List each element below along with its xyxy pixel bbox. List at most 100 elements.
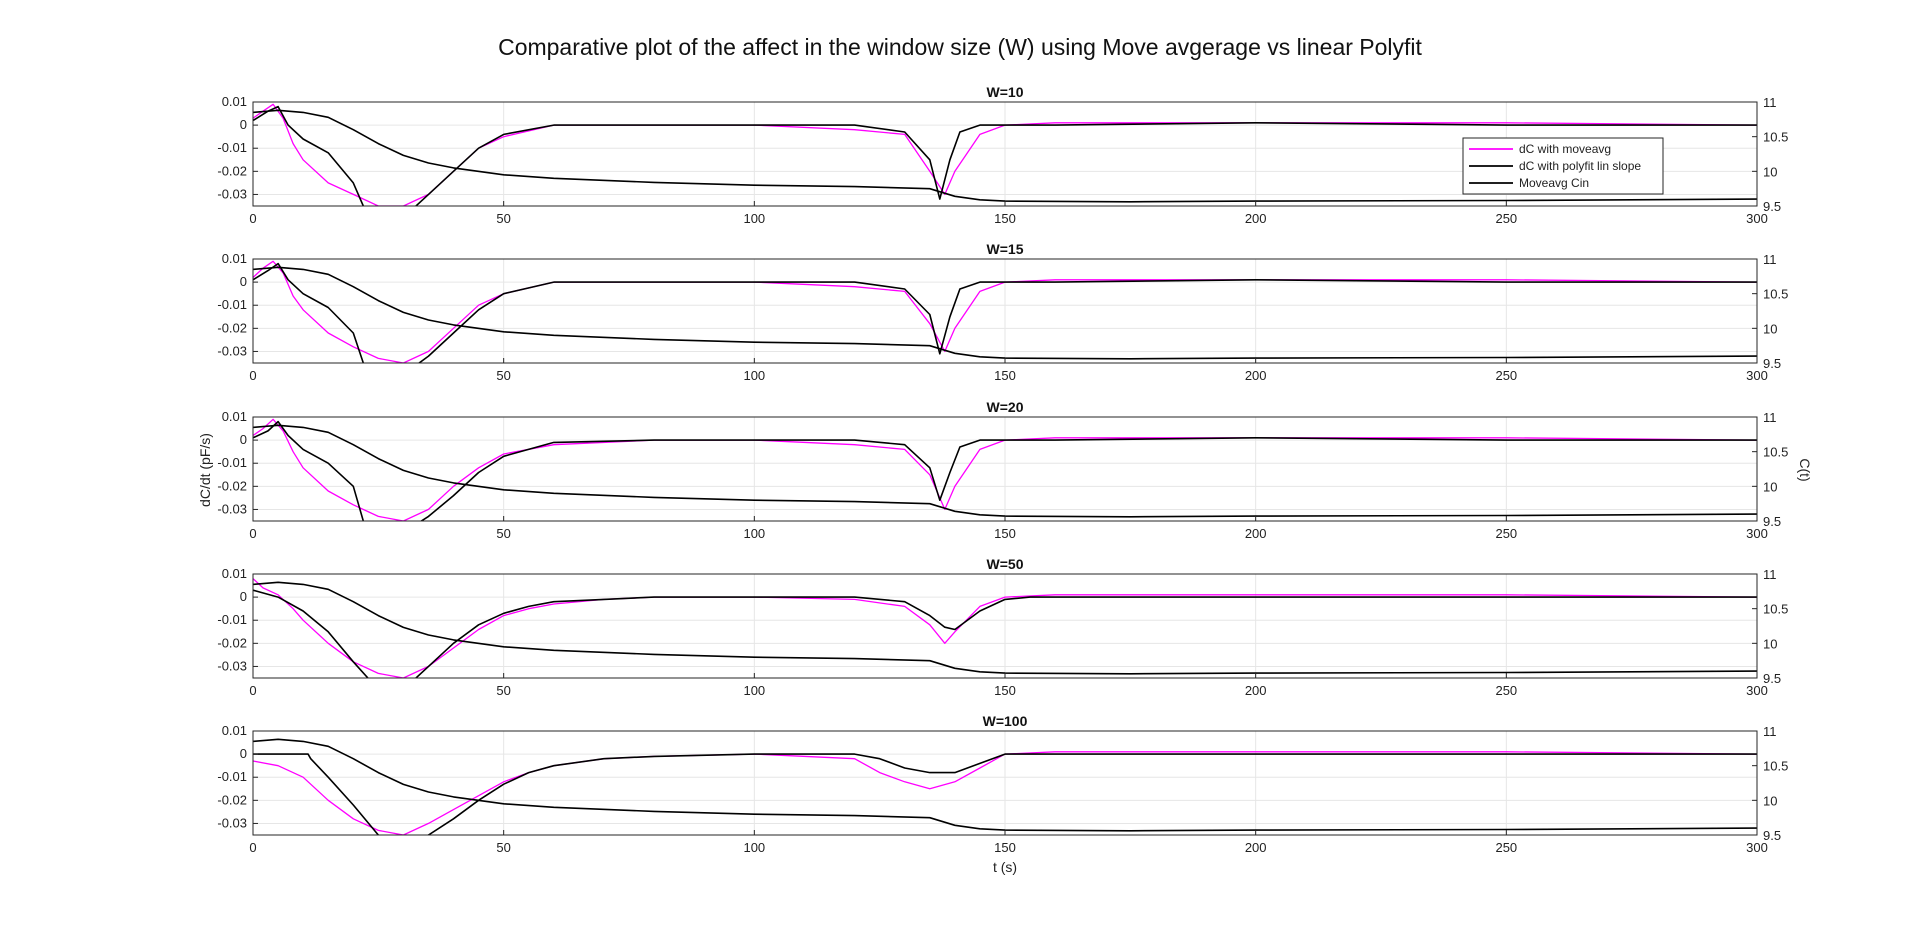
- x-tick-label: 200: [1245, 683, 1267, 698]
- series-line-polyfit: [253, 753, 1757, 835]
- y-tick-label-right: 9.5: [1763, 828, 1781, 843]
- y-tick-label-left: -0.02: [217, 635, 247, 650]
- panel-title: W=50: [987, 556, 1024, 572]
- series-line-cin: [253, 266, 1757, 360]
- x-tick-label: 150: [994, 368, 1016, 383]
- y-axis-label-right: C(t): [1797, 458, 1813, 481]
- series-line-polyfit: [253, 589, 1757, 678]
- x-tick-label: 300: [1746, 368, 1768, 383]
- x-tick-label: 150: [994, 526, 1016, 541]
- y-tick-label-right: 11: [1763, 724, 1777, 739]
- y-tick-label-right: 11: [1763, 567, 1777, 582]
- y-tick-label-right: 11: [1763, 95, 1777, 110]
- x-tick-label: 200: [1245, 526, 1267, 541]
- y-tick-label-right: 9.5: [1763, 199, 1781, 214]
- legend-label: dC with moveavg: [1519, 142, 1611, 156]
- y-tick-label-left: -0.02: [217, 163, 247, 178]
- y-tick-label-right: 10.5: [1763, 602, 1788, 617]
- x-tick-label: 100: [743, 840, 765, 855]
- series-line-polyfit: [253, 262, 1757, 363]
- x-tick-label: 150: [994, 211, 1016, 226]
- series-line-polyfit: [253, 420, 1757, 521]
- x-tick-label: 100: [743, 368, 765, 383]
- y-tick-label-right: 11: [1763, 410, 1777, 425]
- x-tick-label: 300: [1746, 683, 1768, 698]
- y-tick-label-right: 10: [1763, 164, 1777, 179]
- y-tick-label-right: 10: [1763, 479, 1777, 494]
- y-tick-label-right: 10.5: [1763, 130, 1788, 145]
- series-line-moveavg: [253, 578, 1757, 678]
- y-tick-label-left: -0.02: [217, 478, 247, 493]
- x-tick-label: 100: [743, 683, 765, 698]
- panels: W=100 50 100 150 200 250 3000.010-0.01-0.02-0.…: [217, 84, 1788, 855]
- y-tick-label-left: -0.03: [217, 815, 247, 830]
- x-tick-label: 0: [249, 683, 256, 698]
- series-group: [253, 418, 1757, 521]
- y-tick-label-left: 0: [240, 117, 247, 132]
- y-tick-label-left: 0: [240, 274, 247, 289]
- y-tick-label-right: 9.5: [1763, 356, 1781, 371]
- series-line-cin: [253, 424, 1757, 518]
- legend: dC with moveavg dC with polyfit lin slope…: [1462, 137, 1664, 195]
- series-line-moveavg: [253, 103, 1757, 206]
- y-tick-label-left: -0.03: [217, 501, 247, 516]
- x-tick-label: 100: [743, 211, 765, 226]
- y-tick-label-right: 10.5: [1763, 287, 1788, 302]
- y-tick-label-left: -0.01: [217, 612, 247, 627]
- x-tick-label: 250: [1495, 211, 1517, 226]
- x-tick-label: 50: [496, 368, 510, 383]
- x-tick-label: 50: [496, 526, 510, 541]
- series-group: [253, 738, 1757, 835]
- x-tick-label: 200: [1245, 840, 1267, 855]
- y-tick-label-left: 0.01: [222, 723, 247, 738]
- series-line-cin: [253, 738, 1757, 832]
- x-tick-label: 200: [1245, 368, 1267, 383]
- x-tick-label: 250: [1495, 840, 1517, 855]
- y-tick-label-right: 11: [1763, 252, 1777, 267]
- series-line-cin: [253, 109, 1757, 203]
- panel-15: W=15 0 50 100 150 200 250 300 0.01 0 -0.01 -0.02 -0.…: [217, 241, 1788, 383]
- y-tick-label-left: -0.03: [217, 343, 247, 358]
- y-tick-label-left: 0.01: [222, 566, 247, 581]
- x-tick-label: 250: [1495, 368, 1517, 383]
- x-tick-label: 300: [1746, 526, 1768, 541]
- panel-20: W=20 0 50 100 150 200 250 300 0.01 0 -0.01 -0.02 -0.…: [217, 399, 1788, 541]
- y-tick-label-right: 10: [1763, 793, 1777, 808]
- y-tick-label-left: -0.02: [217, 792, 247, 807]
- series-group: [253, 260, 1757, 363]
- y-tick-label-left: -0.01: [217, 455, 247, 470]
- y-tick-label-left: 0: [240, 589, 247, 604]
- panel-title: W=10: [987, 84, 1024, 100]
- y-tick-label-right: 10.5: [1763, 445, 1788, 460]
- y-tick-label-right: 9.5: [1763, 671, 1781, 686]
- y-tick-label-left: 0: [240, 746, 247, 761]
- x-tick-label: 150: [994, 683, 1016, 698]
- panel-title: W=100: [983, 713, 1028, 729]
- y-tick-label-left: -0.01: [217, 140, 247, 155]
- x-tick-label: 150: [994, 840, 1016, 855]
- x-tick-label: 250: [1495, 526, 1517, 541]
- x-tick-label: 100: [743, 526, 765, 541]
- y-tick-label-left: -0.02: [217, 320, 247, 335]
- series-group: [253, 103, 1757, 206]
- panel-50: W=50 0 50 100 150 200 250 300 0.01 0 -0.01 -0.02 -0.…: [217, 556, 1788, 698]
- y-tick-label-left: 0.01: [222, 94, 247, 109]
- y-tick-label-right: 10: [1763, 636, 1777, 651]
- y-tick-label-left: 0.01: [222, 409, 247, 424]
- series-line-polyfit: [253, 105, 1757, 206]
- y-tick-label-left: -0.03: [217, 186, 247, 201]
- x-tick-label: 300: [1746, 211, 1768, 226]
- y-axis-label-left: dC/dt (pF/s): [197, 433, 213, 507]
- panel-title: W=15: [987, 241, 1024, 257]
- x-tick-label: 0: [249, 211, 256, 226]
- legend-label: dC with polyfit lin slope: [1519, 159, 1641, 173]
- y-tick-label-left: -0.01: [217, 297, 247, 312]
- figure-title: Comparative plot of the affect in the wi…: [498, 34, 1422, 60]
- x-tick-label: 0: [249, 368, 256, 383]
- y-tick-label-right: 9.5: [1763, 514, 1781, 529]
- series-line-cin: [253, 581, 1757, 675]
- panel-100: W=100 0 50 100 150 200 250 300 0.01 0 -0.01 -0.02 -0…: [217, 713, 1788, 855]
- legend-label: Moveavg Cin: [1519, 176, 1589, 190]
